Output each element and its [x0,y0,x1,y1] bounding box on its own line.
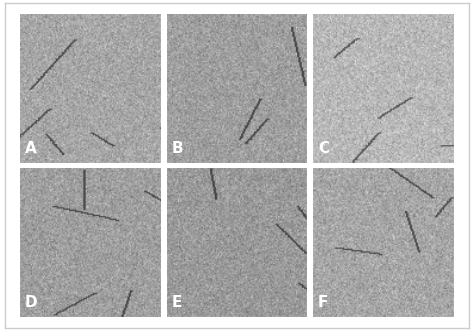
Text: C: C [318,141,329,156]
Text: F: F [318,295,328,310]
Text: D: D [25,295,37,310]
Text: B: B [171,141,183,156]
Text: E: E [171,295,182,310]
Text: A: A [25,141,36,156]
